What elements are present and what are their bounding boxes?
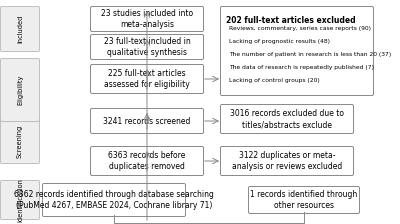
FancyBboxPatch shape	[42, 183, 186, 217]
Text: 23 full-text included in
qualitative synthesis: 23 full-text included in qualitative syn…	[104, 37, 190, 57]
FancyBboxPatch shape	[90, 146, 204, 175]
FancyBboxPatch shape	[90, 34, 204, 60]
FancyBboxPatch shape	[90, 65, 204, 93]
FancyBboxPatch shape	[0, 181, 40, 220]
Text: 3241 records screened: 3241 records screened	[103, 116, 191, 125]
Text: 3122 duplicates or meta-
analysis or reviews excluded: 3122 duplicates or meta- analysis or rev…	[232, 151, 342, 171]
Text: Included: Included	[17, 15, 23, 43]
Text: Reviews, commentary, series case reports (90): Reviews, commentary, series case reports…	[229, 26, 371, 31]
FancyBboxPatch shape	[220, 146, 354, 175]
Text: 1 records identified through
other resources: 1 records identified through other resou…	[250, 190, 358, 210]
Text: The data of research is repeatedly published (7): The data of research is repeatedly publi…	[229, 65, 374, 70]
Text: 23 studies included into
meta-analysis: 23 studies included into meta-analysis	[101, 9, 193, 29]
Text: 202 full-text articles excluded: 202 full-text articles excluded	[226, 16, 356, 25]
Text: Identification: Identification	[17, 178, 23, 222]
Text: Screening: Screening	[17, 124, 23, 158]
FancyBboxPatch shape	[0, 118, 40, 164]
Text: Lacking of prognostic results (48): Lacking of prognostic results (48)	[229, 39, 330, 44]
Text: Lacking of control groups (20): Lacking of control groups (20)	[229, 78, 320, 83]
FancyBboxPatch shape	[248, 187, 360, 213]
Text: 225 full-text articles
assessed for eligibility: 225 full-text articles assessed for elig…	[104, 69, 190, 89]
FancyBboxPatch shape	[0, 6, 40, 52]
FancyBboxPatch shape	[220, 6, 374, 95]
FancyBboxPatch shape	[0, 58, 40, 121]
Text: 3016 records excluded due to
titles/abstracts exclude: 3016 records excluded due to titles/abst…	[230, 109, 344, 129]
Text: 6363 records before
duplicates removed: 6363 records before duplicates removed	[108, 151, 186, 171]
Text: Eligibility: Eligibility	[17, 75, 23, 105]
FancyBboxPatch shape	[90, 6, 204, 32]
Text: The number of patient in research is less than 20 (37): The number of patient in research is les…	[229, 52, 391, 57]
FancyBboxPatch shape	[220, 105, 354, 134]
Text: 6362 records identified through database searching
(PubMed 4267, EMBASE 2024, Co: 6362 records identified through database…	[14, 190, 214, 210]
FancyBboxPatch shape	[90, 108, 204, 134]
